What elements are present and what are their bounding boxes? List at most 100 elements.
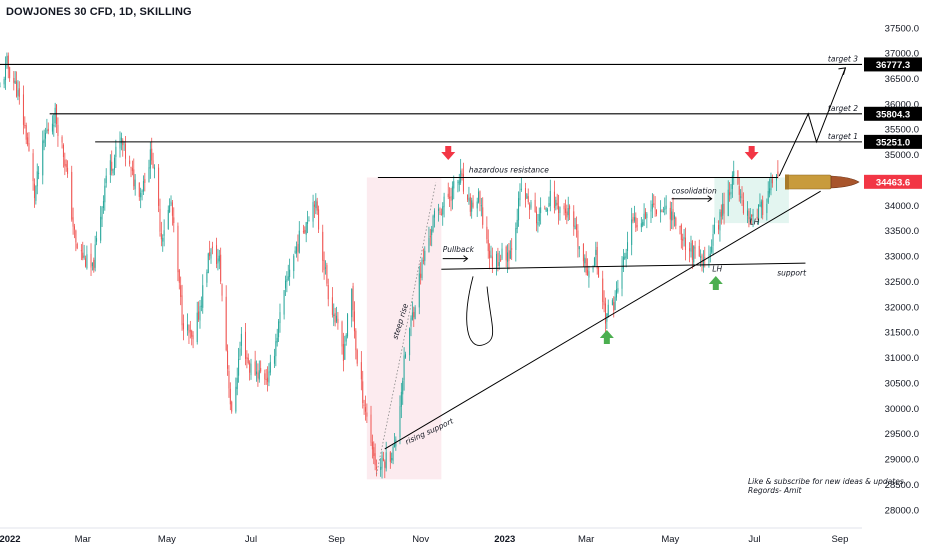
candle: [86, 245, 88, 270]
pullback-curve: [466, 276, 494, 346]
candle: [479, 190, 481, 212]
candle-body: [664, 208, 666, 210]
candle-body: [151, 148, 153, 161]
down-arrow-2: [744, 146, 759, 160]
candle: [119, 131, 121, 158]
candle-body: [679, 225, 681, 228]
candle: [722, 192, 724, 220]
candle-body: [207, 253, 209, 274]
candle-body: [304, 229, 306, 233]
candle: [402, 377, 404, 405]
candle-body: [27, 137, 29, 145]
candle-body: [613, 302, 615, 311]
candle: [429, 228, 431, 246]
candle: [646, 211, 648, 229]
candle-body: [382, 458, 384, 461]
candle-body: [202, 285, 204, 308]
candle-body: [476, 201, 478, 209]
candle-body: [519, 191, 521, 201]
candle-body: [191, 330, 193, 337]
candle: [584, 254, 586, 273]
candle: [267, 366, 269, 392]
candle: [449, 187, 451, 208]
candle: [345, 333, 347, 346]
candle-body: [636, 225, 638, 227]
candle-body: [264, 373, 266, 380]
candle-body: [723, 204, 725, 214]
candle: [683, 229, 685, 247]
candle-body: [284, 280, 286, 289]
price-tick: 37500.0: [885, 23, 919, 34]
candle: [418, 265, 420, 315]
lh-label-2: LH: [750, 218, 760, 227]
candle-body: [633, 217, 635, 221]
candle: [631, 207, 633, 256]
candle: [265, 369, 267, 385]
candle: [515, 222, 517, 262]
price-tick: 30500.0: [885, 378, 919, 389]
candle-body: [167, 209, 169, 229]
candle-body: [498, 262, 500, 267]
candle-body: [85, 258, 87, 267]
price-tick: 34000.0: [885, 201, 919, 212]
candle-body: [524, 188, 526, 201]
candle-body: [250, 363, 252, 376]
candle-body: [644, 211, 646, 219]
candle-body: [482, 207, 484, 225]
candle: [122, 138, 124, 157]
candle: [508, 242, 510, 270]
pullback-label: Pullback: [443, 245, 475, 254]
candle: [138, 182, 140, 201]
candle-body: [548, 203, 550, 207]
candle-body: [422, 260, 424, 262]
candle-body: [336, 315, 338, 322]
candle-body: [200, 305, 202, 307]
candle: [312, 194, 314, 228]
candle: [202, 274, 204, 314]
candle-body: [588, 271, 590, 278]
candle: [333, 303, 335, 327]
candle-body: [592, 267, 594, 270]
candle: [500, 254, 502, 262]
candle-body: [373, 447, 375, 456]
candle-body: [381, 455, 383, 469]
candle: [67, 160, 69, 178]
candle-body: [461, 172, 463, 176]
candle-body: [169, 205, 171, 213]
candle: [326, 262, 328, 287]
candle: [366, 403, 368, 424]
candle: [766, 198, 768, 221]
candle: [585, 251, 587, 276]
candle-body: [518, 198, 520, 221]
candle: [574, 217, 576, 230]
candle-body: [315, 199, 317, 209]
candle-body: [16, 81, 18, 97]
candle: [5, 56, 7, 90]
candle: [101, 206, 103, 227]
candle: [14, 71, 16, 84]
candle: [356, 348, 358, 367]
candle: [462, 162, 464, 195]
candle: [439, 207, 441, 215]
candle: [36, 163, 38, 195]
candle-body: [675, 217, 677, 226]
candle-body: [6, 56, 8, 64]
candle: [742, 192, 744, 215]
candle-body: [433, 210, 435, 218]
candle-body: [158, 167, 160, 206]
candle-body: [747, 210, 749, 216]
candle-body: [680, 224, 682, 240]
levels-layer: target 1 target 2 target 3: [0, 54, 862, 143]
candle: [395, 436, 397, 451]
level-name-2: target 2: [828, 104, 858, 113]
candle: [478, 188, 480, 204]
level-badge-2: [864, 106, 922, 121]
candle: [225, 285, 227, 352]
projection-path: [778, 67, 846, 177]
time-tick: Sep: [328, 534, 345, 545]
candle: [216, 237, 218, 269]
candle: [324, 260, 326, 275]
candle-body: [160, 233, 162, 240]
candle-body: [370, 414, 372, 443]
